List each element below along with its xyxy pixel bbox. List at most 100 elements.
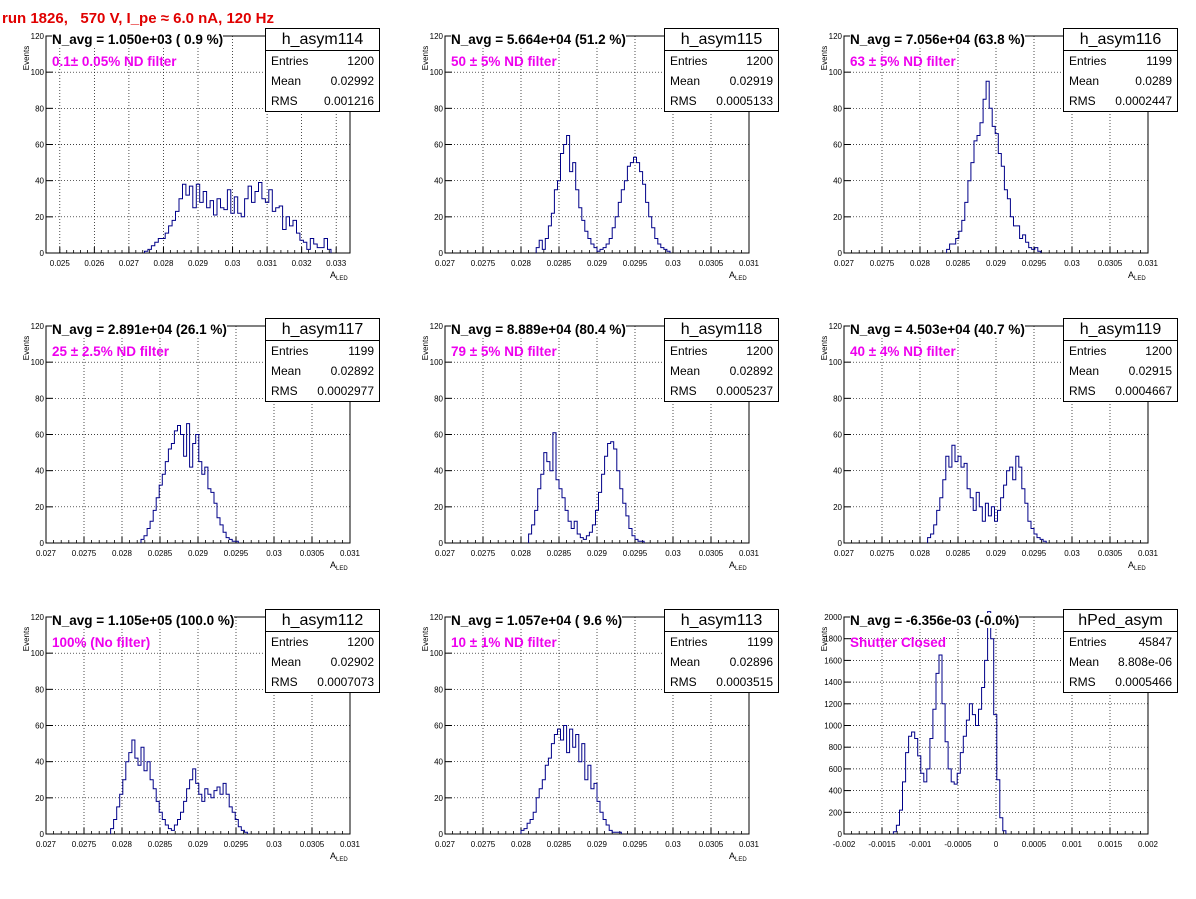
y-tick-label: 20 <box>434 503 443 512</box>
stats-row-entries: Entries 1200 <box>1064 341 1177 361</box>
y-tick-label: 100 <box>31 649 45 658</box>
x-tick-label: 0.001 <box>1062 840 1083 849</box>
y-tick-label: 1400 <box>824 678 842 687</box>
x-tick-label: 0.0275 <box>870 259 895 268</box>
stats-hist-name: h_asym114 <box>266 29 379 51</box>
y-axis-label: Events <box>421 336 430 360</box>
x-tick-label: 0.0305 <box>699 840 724 849</box>
stats-box: h_asym119 Entries 1200 Mean 0.02915 RMS 0.0004… <box>1063 318 1178 402</box>
mean-value: 0.0289 <box>1135 74 1172 88</box>
x-tick-label: 0.0295 <box>1022 549 1047 558</box>
y-tick-label: 20 <box>35 213 44 222</box>
y-tick-label: 800 <box>829 743 843 752</box>
stats-row-rms: RMS 0.001216 <box>266 91 379 111</box>
x-tick-label: 0.0295 <box>623 840 648 849</box>
x-tick-label: -0.001 <box>909 840 932 849</box>
x-axis-label: ALED <box>330 270 348 282</box>
x-tick-label: 0.027 <box>435 549 456 558</box>
x-tick-label: 0.0295 <box>623 259 648 268</box>
x-tick-label: 0.027 <box>435 259 456 268</box>
y-tick-label: 60 <box>833 141 842 150</box>
mean-label: Mean <box>271 655 302 669</box>
x-tick-label: 0.0305 <box>1098 259 1123 268</box>
y-tick-label: 100 <box>430 358 444 367</box>
x-tick-label: 0.03 <box>1064 549 1080 558</box>
y-tick-label: 20 <box>434 213 443 222</box>
y-tick-label: 40 <box>35 467 44 476</box>
y-tick-label: 0 <box>439 249 444 258</box>
mean-label: Mean <box>670 655 701 669</box>
histogram-panel: 0.027 0.0275 0.028 0.0285 0.029 0.0295 0.03 0.0… <box>798 318 1196 608</box>
y-tick-label: 80 <box>35 394 44 403</box>
y-axis-label: Events <box>421 627 430 651</box>
stats-row-rms: RMS 0.0003515 <box>665 672 778 692</box>
x-tick-label: 0.028 <box>511 840 532 849</box>
y-tick-label: 100 <box>829 358 843 367</box>
stats-box: h_asym114 Entries 1200 Mean 0.02992 RMS 0.0012… <box>265 28 380 112</box>
y-tick-label: 60 <box>35 722 44 731</box>
y-tick-label: 40 <box>833 177 842 186</box>
x-tick-label: 0.03 <box>266 840 282 849</box>
x-tick-label: 0.0275 <box>72 549 97 558</box>
x-tick-label: 0.029 <box>986 549 1007 558</box>
stats-hist-name: h_asym115 <box>665 29 778 51</box>
x-tick-label: 0.0305 <box>300 840 325 849</box>
x-tick-label: 0.0285 <box>946 259 971 268</box>
x-tick-label: 0.027 <box>36 840 57 849</box>
stats-box: h_asym113 Entries 1199 Mean 0.02896 RMS 0.0003… <box>664 609 779 693</box>
y-tick-label: 0 <box>40 539 45 548</box>
x-tick-label: 0.03 <box>266 549 282 558</box>
y-axis-label: Events <box>22 336 31 360</box>
y-tick-label: 120 <box>31 322 45 331</box>
y-tick-label: 120 <box>31 613 45 622</box>
stats-hist-name: h_asym117 <box>266 319 379 341</box>
x-tick-label: 0.03 <box>225 259 241 268</box>
histogram-plot: -0.002 -0.0015 -0.001 -0.0005 0 0.0005 0.001 0.… <box>820 611 1159 849</box>
stats-hist-name: h_asym112 <box>266 610 379 632</box>
x-tick-label: 0.032 <box>292 259 313 268</box>
rms-label: RMS <box>1069 675 1096 689</box>
x-axis-label: ALED <box>330 851 348 863</box>
stats-row-entries: Entries 1199 <box>266 341 379 361</box>
navg-label: N_avg = 1.057e+04 ( 9.6 %) <box>451 613 623 628</box>
rms-value: 0.0005237 <box>716 384 773 398</box>
y-axis-label: Events <box>820 46 829 70</box>
filter-label: 40 ± 4% ND filter <box>850 344 956 359</box>
x-tick-label: 0.031 <box>257 259 278 268</box>
x-tick-label: 0.0295 <box>224 549 249 558</box>
stats-hist-name: h_asym116 <box>1064 29 1177 51</box>
histogram-panel: 0.027 0.0275 0.028 0.0285 0.029 0.0295 0.03 0.0… <box>0 318 398 608</box>
x-tick-label: 0 <box>994 840 999 849</box>
y-tick-label: 100 <box>829 68 843 77</box>
y-tick-label: 40 <box>434 758 443 767</box>
stats-row-rms: RMS 0.0002447 <box>1064 91 1177 111</box>
stats-row-rms: RMS 0.0004667 <box>1064 381 1177 401</box>
entries-value: 1200 <box>746 344 773 358</box>
x-tick-label: 0.0275 <box>471 549 496 558</box>
mean-value: 0.02902 <box>330 655 374 669</box>
rms-value: 0.0007073 <box>317 675 374 689</box>
x-tick-label: 0.03 <box>1064 259 1080 268</box>
histogram-plot: 0.027 0.0275 0.028 0.0285 0.029 0.0295 0.03 0.0… <box>421 613 760 863</box>
navg-label: N_avg = 8.889e+04 (80.4 %) <box>451 322 626 337</box>
histogram-panel: 0.027 0.0275 0.028 0.0285 0.029 0.0295 0.03 0.0… <box>399 28 797 318</box>
y-tick-label: 0 <box>40 249 45 258</box>
filter-label: 10 ± 1% ND filter <box>451 635 557 650</box>
stats-row-rms: RMS 0.0005133 <box>665 91 778 111</box>
y-tick-label: 120 <box>430 613 444 622</box>
rms-label: RMS <box>271 94 298 108</box>
stats-row-entries: Entries 1199 <box>665 632 778 652</box>
histogram-line <box>140 423 239 543</box>
histogram-panel: 0.027 0.0275 0.028 0.0285 0.029 0.0295 0.03 0.0… <box>0 609 398 899</box>
stats-row-mean: Mean 0.02915 <box>1064 361 1177 381</box>
histogram-panel: 0.027 0.0275 0.028 0.0285 0.029 0.0295 0.03 0.0… <box>798 28 1196 318</box>
y-tick-label: 0 <box>40 830 45 839</box>
y-tick-label: 80 <box>434 685 443 694</box>
rms-value: 0.0002977 <box>317 384 374 398</box>
mean-value: 0.02892 <box>330 364 374 378</box>
stats-box: h_asym116 Entries 1199 Mean 0.0289 RMS 0.00024… <box>1063 28 1178 112</box>
stats-row-rms: RMS 0.0002977 <box>266 381 379 401</box>
navg-label: N_avg = 4.503e+04 (40.7 %) <box>850 322 1025 337</box>
y-tick-label: 1800 <box>824 635 842 644</box>
entries-label: Entries <box>670 54 708 68</box>
